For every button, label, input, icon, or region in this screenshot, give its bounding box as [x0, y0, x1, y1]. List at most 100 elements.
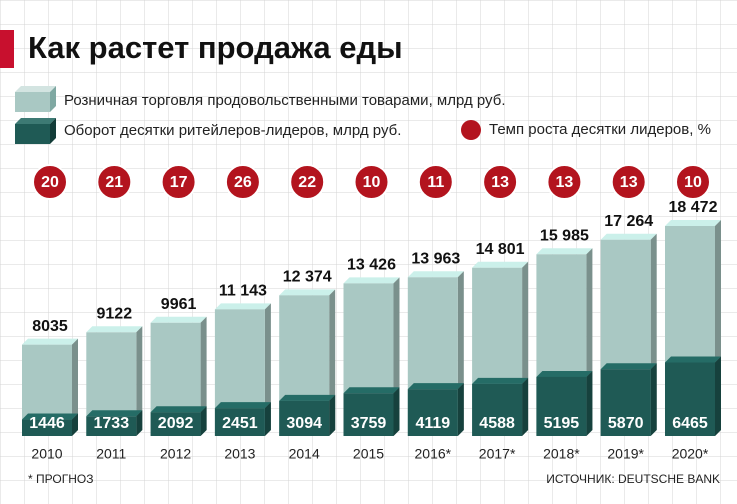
value-label: 13 426 [347, 257, 396, 274]
bar-top [150, 316, 207, 323]
bar-top [86, 410, 143, 417]
value-label: 6465 [672, 415, 708, 432]
bar [472, 383, 523, 436]
x-tick-label: 2017* [479, 446, 516, 462]
growth-marker [353, 164, 390, 200]
bar [665, 362, 715, 436]
bar-side [200, 406, 207, 436]
legend-label: Темп роста десятки лидеров, % [489, 121, 711, 138]
value-label: 13 [491, 174, 509, 191]
bar [407, 389, 458, 436]
value-label: 17 264 [604, 213, 653, 230]
bar-side [200, 316, 207, 436]
value-label: 2451 [222, 415, 258, 432]
bar [600, 369, 651, 436]
legend-label: Розничная торговля продовольственными то… [64, 92, 505, 109]
value-label: 8035 [32, 318, 68, 335]
bar-top [279, 394, 336, 401]
value-label: 13 963 [411, 250, 460, 267]
x-tick-label: 2010 [31, 446, 62, 462]
value-label: 15 985 [540, 227, 589, 244]
bar-side [522, 377, 529, 436]
bar-top [600, 233, 657, 240]
value-label: 5195 [544, 415, 580, 432]
value-label: 4119 [415, 415, 450, 432]
note: * ПРОГНОЗ [28, 472, 93, 486]
value-label: 1446 [29, 415, 65, 432]
value-label: 4588 [479, 415, 515, 432]
bar-top [343, 277, 400, 284]
bar [86, 416, 137, 436]
growth-marker [289, 164, 326, 200]
growth-marker [546, 164, 583, 200]
legend-swatch [15, 86, 56, 92]
bar-side [264, 402, 271, 436]
x-tick-label: 2012 [160, 446, 191, 462]
bar-top [86, 326, 143, 333]
x-tick-label: 2018* [543, 446, 580, 462]
x-tick-label: 2020* [672, 446, 709, 462]
bar [343, 393, 394, 436]
bar-side [72, 413, 78, 436]
x-tick-label: 2015 [353, 446, 384, 462]
bar-top [665, 220, 721, 226]
bar-top [665, 356, 721, 363]
value-label: 5870 [608, 415, 644, 432]
bar-top [472, 261, 529, 268]
bar-side [329, 394, 336, 436]
x-tick-label: 2019* [607, 446, 644, 462]
legend-label: Оборот десятки ритейлеров-лидеров, млрд … [64, 122, 401, 139]
bar-top [536, 248, 593, 255]
bar-top [150, 406, 207, 413]
value-label: 26 [234, 174, 252, 191]
bar-top [407, 383, 464, 390]
value-label: 13 [556, 174, 574, 191]
bar-top [22, 413, 78, 420]
bar-top [22, 338, 78, 345]
bar-side [136, 326, 143, 436]
bar-side [715, 356, 721, 436]
bar-top [214, 303, 271, 310]
growth-marker [160, 164, 197, 200]
value-label: 2092 [158, 415, 194, 432]
value-label: 14 801 [476, 241, 525, 258]
bar-side [72, 338, 78, 436]
value-label: 10 [363, 174, 381, 191]
bar-top [343, 387, 400, 394]
value-label: 12 374 [283, 269, 332, 286]
growth-marker [610, 164, 647, 200]
value-label: 11 [427, 174, 444, 191]
value-label: 3759 [351, 415, 387, 432]
value-label: 22 [298, 174, 316, 191]
bar-top [536, 370, 593, 377]
growth-marker [482, 164, 519, 200]
bar-top [407, 271, 464, 278]
growth-marker [96, 164, 133, 200]
chart-title: Как растет продажа еды [28, 30, 403, 65]
x-tick-label: 2014 [289, 446, 320, 462]
legend: Розничная торговля продовольственными то… [15, 86, 711, 144]
value-label: 9122 [97, 306, 133, 323]
value-label: 17 [170, 174, 188, 191]
bar-top [214, 402, 271, 409]
bar-side [457, 383, 464, 436]
source: ИСТОЧНИК: DEUTSCHE BANK [546, 472, 720, 486]
bar [22, 419, 72, 436]
bar [150, 412, 201, 436]
bar-side [136, 410, 143, 436]
growth-marker [675, 164, 711, 200]
value-label: 11 143 [219, 283, 267, 300]
legend-swatch [15, 118, 56, 124]
legend-swatch [50, 86, 56, 112]
legend-swatch [15, 92, 50, 112]
value-label: 13 [620, 174, 638, 191]
bar [214, 408, 265, 436]
value-label: 1733 [94, 415, 130, 432]
legend-swatch [461, 120, 481, 140]
bar-top [600, 363, 657, 370]
x-tick-label: 2013 [224, 446, 255, 462]
x-tick-label: 2016* [415, 446, 452, 462]
growth-marker [417, 164, 454, 200]
value-label: 9961 [161, 296, 197, 313]
